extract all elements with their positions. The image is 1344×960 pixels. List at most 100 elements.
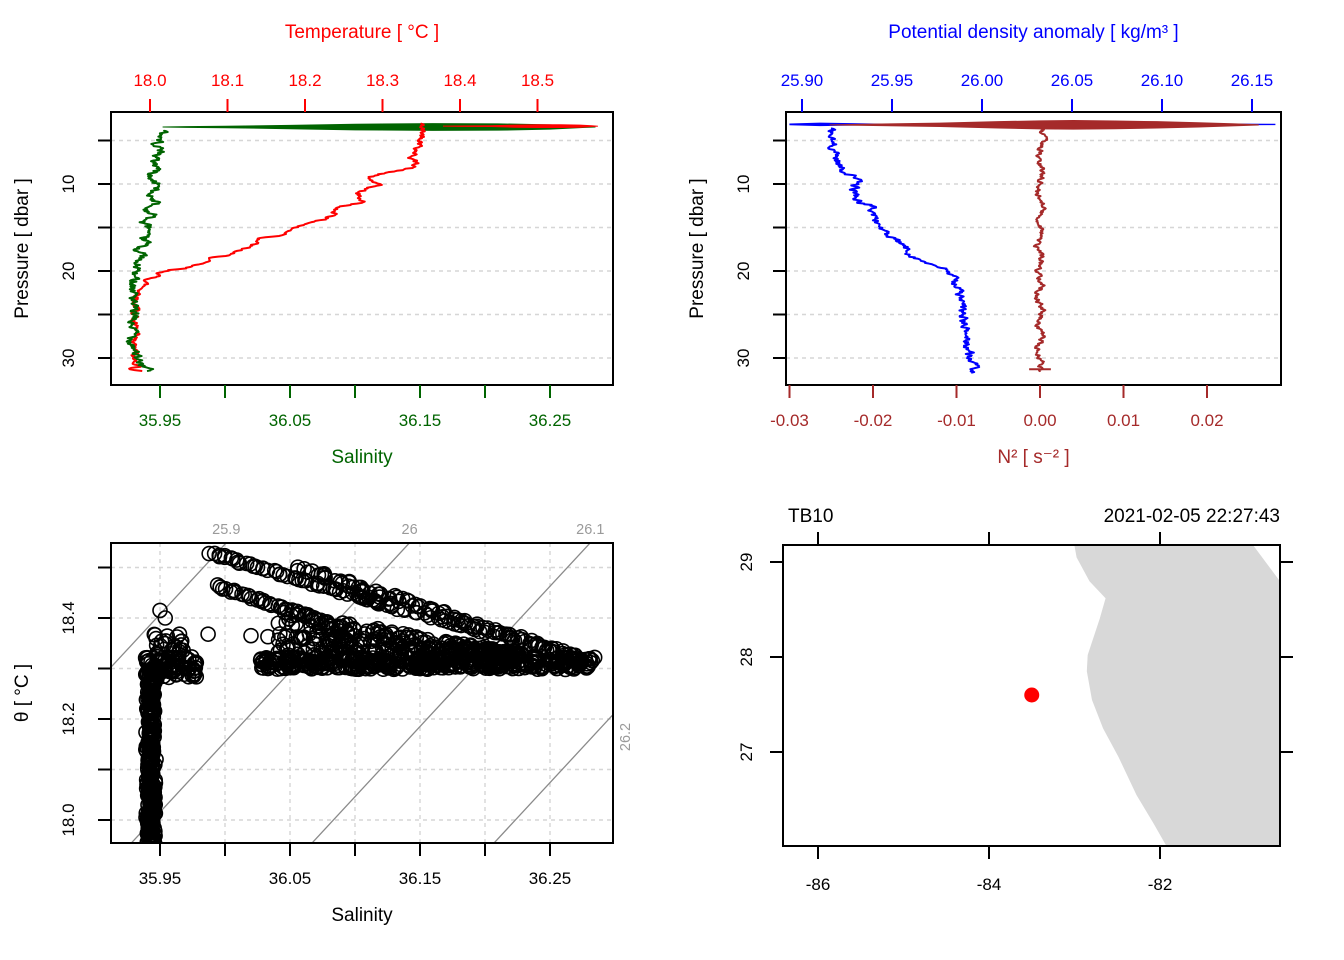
tick-label: 36.15: [399, 411, 442, 430]
tick-label: -84: [977, 875, 1002, 894]
tick-label: 30: [734, 349, 753, 368]
axis-title-left: Pressure [ dbar ]: [687, 178, 708, 318]
tick-label: 35.95: [139, 411, 182, 430]
panel-ts_diagram: 35.95 36.05 36.15 36.25 Salinity 18.0 18.2 18.4…: [12, 522, 634, 926]
ts-point: [403, 629, 420, 646]
ts-point: [243, 590, 260, 607]
ts-point: [398, 629, 414, 646]
isopycnal-label: 25.9: [212, 522, 240, 538]
tick-label: 27: [737, 743, 756, 762]
ts-point: [419, 607, 436, 623]
ts-point: [577, 651, 594, 668]
station-marker: [1024, 687, 1040, 703]
ts-point: [173, 633, 190, 650]
ts-point: [342, 621, 358, 638]
ts-point: [321, 638, 337, 654]
ts-point: [318, 614, 335, 630]
ts-point: [361, 643, 377, 659]
ts-point: [155, 662, 172, 678]
ts-point: [331, 620, 347, 637]
ts-point: [356, 633, 372, 650]
tick-label: -82: [1148, 875, 1173, 894]
ts-point: [489, 646, 506, 662]
tick-label: 18.3: [366, 71, 399, 90]
ts-point: [582, 651, 598, 667]
surface-temperature-band: [442, 124, 598, 129]
tick-label: 18.2: [59, 702, 78, 735]
tick-label: 0.00: [1023, 411, 1056, 430]
ts-point: [376, 644, 392, 660]
axis-title-bottom: Salinity: [331, 905, 393, 926]
plot-area: [787, 120, 1280, 374]
cast-timestamp: 2021-02-05 22:27:43: [1104, 506, 1280, 527]
ts-point: [263, 597, 280, 614]
ts-point: [141, 780, 158, 797]
tick-label: -0.03: [770, 411, 809, 430]
tick-label: 20: [734, 262, 753, 281]
ts-point: [377, 635, 393, 652]
ts-point: [141, 708, 158, 725]
ts-point: [373, 624, 390, 640]
ts-point: [271, 655, 287, 671]
ts-point: [137, 650, 154, 666]
ts-point: [289, 603, 306, 620]
ts-point: [258, 652, 275, 669]
ts-point: [145, 758, 161, 775]
ts-point: [418, 634, 434, 651]
isopycnal-label: 26: [402, 522, 418, 538]
ts-point: [452, 646, 469, 663]
ts-point: [338, 632, 355, 649]
ts-point: [570, 652, 586, 669]
tick-label: 18.4: [443, 71, 476, 90]
panel-profile_density_n2: 25.90 25.95 26.00 26.05 26.10 26.15 Potential …: [687, 22, 1282, 468]
ts-point: [249, 559, 266, 576]
tick-label: 35.95: [139, 869, 182, 888]
ts-point: [364, 643, 381, 659]
ts-point: [217, 549, 233, 566]
ts-point: [200, 626, 216, 642]
ts-point: [270, 615, 287, 632]
tick-label: 36.25: [529, 869, 572, 888]
ts-point: [143, 768, 160, 784]
ts-point: [396, 645, 413, 662]
ts-point: [386, 661, 402, 678]
temperature-curve: [128, 122, 426, 373]
tick-label: 20: [59, 262, 78, 281]
surface-salinity-band: [162, 123, 596, 131]
ts-point: [453, 617, 469, 634]
tick-label: 26.15: [1231, 71, 1274, 90]
ts-point: [554, 645, 571, 662]
isopycnal-label: 26.1: [576, 522, 604, 538]
ts-point: [360, 659, 376, 676]
ts-point: [305, 641, 322, 658]
ts-point: [171, 641, 188, 658]
ts-point: [358, 591, 374, 608]
isopycnal-label: 26.2: [618, 723, 634, 751]
ts-point: [141, 713, 158, 730]
tick-label: 10: [59, 175, 78, 194]
ts-point: [146, 686, 163, 703]
ts-point: [434, 660, 451, 676]
salinity-curve: [125, 129, 169, 373]
axis-title-bottom: Salinity: [331, 447, 393, 468]
isopycnal-line: [494, 714, 612, 842]
ts-point: [147, 663, 163, 680]
tick-label: 26.10: [1141, 71, 1184, 90]
tick-label: 30: [59, 349, 78, 368]
ts-point: [367, 592, 383, 609]
axis-title-top: Temperature [ °C ]: [285, 22, 439, 43]
ts-point: [422, 609, 439, 626]
ts-point: [296, 561, 312, 577]
map-area: [1024, 546, 1279, 845]
ts-point: [145, 810, 161, 827]
ts-point: [461, 638, 478, 654]
tick-label: 36.25: [529, 411, 572, 430]
tick-label: 18.0: [133, 71, 166, 90]
ts-point: [143, 801, 160, 817]
tick-label: 36.05: [269, 869, 312, 888]
ts-point: [142, 686, 158, 703]
ts-point: [409, 655, 425, 672]
ts-point: [162, 658, 179, 675]
axis-title-left: θ [ °C ]: [12, 664, 33, 722]
